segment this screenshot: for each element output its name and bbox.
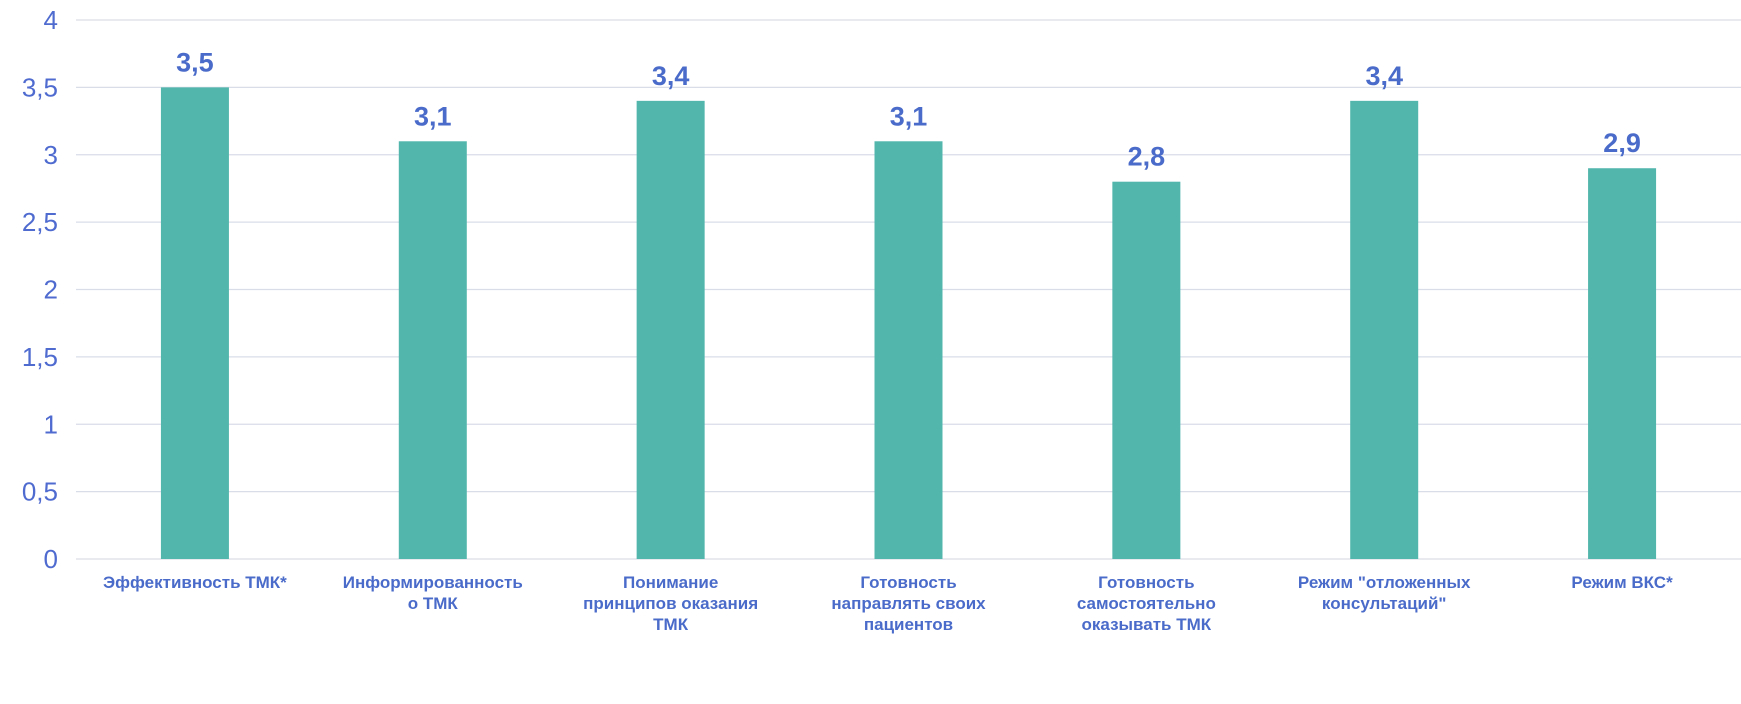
data-label: 2,9	[1603, 128, 1641, 158]
y-tick-label: 3,5	[22, 72, 58, 102]
data-label: 3,1	[414, 101, 452, 131]
x-tick-label: Режим "отложенных консультаций"	[1298, 573, 1471, 613]
x-tick-label: Эффективность ТМК*	[103, 573, 287, 592]
bar	[1112, 181, 1181, 559]
bar	[398, 141, 467, 559]
data-label: 3,4	[652, 61, 690, 91]
y-tick-label: 1,5	[22, 342, 58, 372]
x-tick-label: Режим ВКС*	[1571, 573, 1673, 592]
x-tick-label: Информированность о ТМК	[343, 573, 523, 613]
bar	[1588, 168, 1657, 559]
x-tick-label: Готовность самостоятельно оказывать ТМК	[1077, 573, 1216, 634]
y-axis-ticks: 0 0,5 1 1,5 2 2,5 3 3,5 4	[22, 5, 58, 574]
category-labels: Эффективность ТМК* Информированность о ТМК…	[103, 573, 1673, 634]
value-labels: 3,5 3,1 3,4 3,1 2,8 3,4 2,9	[176, 47, 1641, 171]
bar	[1350, 100, 1419, 559]
x-tick-label: Готовность направлять своих пациентов	[831, 573, 986, 634]
bar	[160, 87, 229, 559]
data-label: 3,4	[1365, 61, 1403, 91]
y-tick-label: 0,5	[22, 477, 58, 507]
x-tick-label: Понимание принципов оказания ТМК	[583, 573, 758, 634]
bars	[160, 87, 1657, 559]
y-tick-label: 4	[44, 5, 58, 35]
data-label: 3,5	[176, 47, 214, 77]
data-label: 2,8	[1128, 142, 1166, 172]
data-label: 3,1	[890, 101, 928, 131]
y-tick-label: 2,5	[22, 207, 58, 237]
y-tick-label: 1	[44, 409, 58, 439]
y-tick-label: 2	[44, 275, 58, 305]
y-tick-label: 0	[44, 544, 58, 574]
bar	[636, 100, 705, 559]
y-tick-label: 3	[44, 140, 58, 170]
bar	[874, 141, 943, 559]
